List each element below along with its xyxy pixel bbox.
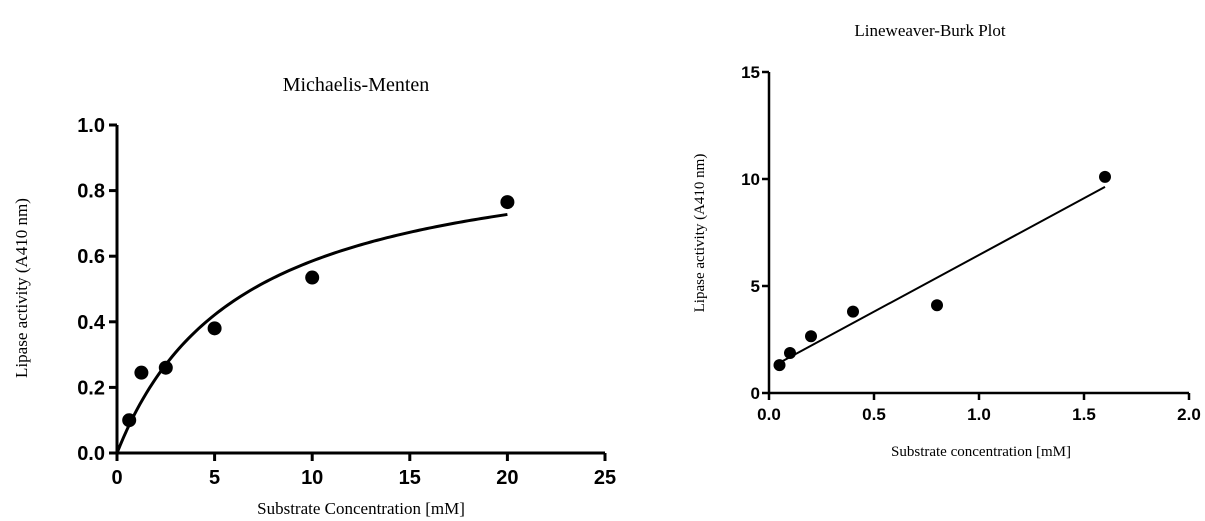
data-point <box>158 360 173 375</box>
y-tick-label: 1.0 <box>77 115 105 137</box>
y-ticks: 0 5 10 15 <box>741 63 769 403</box>
x-ticks: 0 5 10 15 20 25 <box>111 453 616 489</box>
data-point <box>784 346 796 359</box>
chart-michaelis-menten: Michaelis-Menten Substrate Concentration… <box>12 74 616 518</box>
y-tick-label: 0.6 <box>77 246 105 268</box>
y-tick-label: 0.0 <box>77 443 105 465</box>
y-axis-label: Lipase activity (A410 nm) <box>12 198 31 378</box>
data-point <box>207 321 222 336</box>
x-tick-label: 25 <box>594 467 616 489</box>
x-tick-label: 5 <box>209 467 220 489</box>
x-ticks: 0.0 0.5 1.0 1.5 2.0 <box>757 393 1201 424</box>
y-tick-label: 0.2 <box>77 377 105 399</box>
x-tick-label: 10 <box>301 467 323 489</box>
y-axis-label: Lipase activity (A410 nm) <box>692 154 708 313</box>
x-tick-label: 2.0 <box>1177 405 1201 424</box>
data-point <box>134 365 149 380</box>
chart-title: Lineweaver-Burk Plot <box>854 21 1005 40</box>
data-point <box>122 413 137 428</box>
x-axis-label: Substrate concentration [mM] <box>891 444 1071 460</box>
y-tick-label: 0.8 <box>77 181 105 203</box>
x-tick-label: 0.0 <box>757 405 781 424</box>
data-point <box>1099 170 1111 183</box>
y-tick-label: 0 <box>751 384 760 403</box>
x-axis-label: Substrate Concentration [mM] <box>257 499 465 518</box>
data-points <box>773 170 1111 372</box>
x-tick-label: 1.5 <box>1072 405 1096 424</box>
data-point <box>805 330 817 343</box>
data-point <box>500 195 515 210</box>
data-point <box>931 299 943 312</box>
y-tick-label: 5 <box>751 277 760 296</box>
y-tick-label: 15 <box>741 63 760 82</box>
x-tick-label: 0 <box>111 467 122 489</box>
x-tick-label: 20 <box>496 467 518 489</box>
fit-curve <box>115 212 508 454</box>
y-tick-label: 10 <box>741 170 760 189</box>
data-point <box>305 270 320 285</box>
chart-lineweaver-burk: Lineweaver-Burk Plot Substrate concentra… <box>692 21 1201 460</box>
data-point <box>773 359 786 372</box>
data-points <box>122 195 515 428</box>
y-ticks: 0.0 0.2 0.4 0.6 0.8 1.0 <box>77 115 117 465</box>
y-tick-label: 0.4 <box>77 312 106 334</box>
x-tick-label: 1.0 <box>967 405 991 424</box>
x-tick-label: 0.5 <box>862 405 886 424</box>
x-tick-label: 15 <box>399 467 421 489</box>
data-point <box>847 305 859 318</box>
fit-line <box>779 186 1106 364</box>
chart-title: Michaelis-Menten <box>283 74 430 96</box>
